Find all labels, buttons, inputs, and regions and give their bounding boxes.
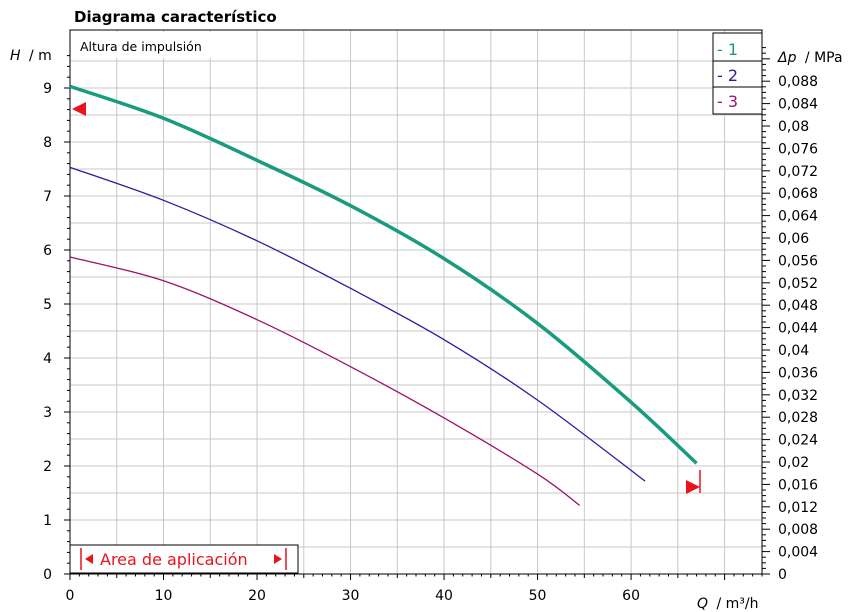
y-left-tick-label: 0: [43, 567, 52, 583]
application-area-label: Area de aplicación: [100, 550, 248, 569]
y-right-tick-label: 0,088: [778, 74, 818, 90]
y-right-tick-label: 0,044: [778, 321, 818, 337]
y-right-tick-label: 0,028: [778, 410, 818, 426]
series-line-3: [69, 256, 581, 506]
x-unit: / m³/h: [716, 596, 758, 612]
x-symbol: Q: [697, 596, 708, 612]
x-tick-label: 60: [622, 588, 640, 604]
y-right-tick-label: 0,004: [778, 545, 818, 561]
x-tick-label: 50: [529, 588, 547, 604]
legend-entry-2: - 2: [717, 66, 738, 85]
application-area-box: [69, 544, 299, 574]
y-left-tick-label: 5: [43, 297, 52, 313]
legend-entry-3: - 3: [717, 92, 738, 111]
y-right-tick-label: 0,036: [778, 365, 818, 381]
legend-entry-1: - 1: [717, 40, 738, 59]
y-right-tick-label: 0,068: [778, 186, 818, 202]
y-right-tick-label: 0,06: [778, 231, 809, 247]
y-right-tick-label: 0,016: [778, 477, 818, 493]
axes: 0 10 20 30 40 50 60 0 1 2 3 4 5 6 7 8 9 0 0,004 0,008 0,012 0…: [43, 29, 818, 604]
y-right-tick-label: 0,052: [778, 276, 818, 292]
series-line-2: [69, 166, 646, 482]
y-right-tick-label: 0,056: [778, 253, 818, 269]
y-right-tick-label: 0,064: [778, 209, 818, 225]
y-right-unit: / MPa: [805, 50, 843, 66]
x-axis-label: Q / m³/h: [697, 596, 759, 612]
legend: - 1 - 2 - 3: [712, 32, 763, 115]
application-area-right-arrow-icon: [274, 554, 282, 564]
y-right-tick-label: 0,012: [778, 500, 818, 516]
y-left-tick-label: 6: [43, 243, 52, 259]
max-head-marker-icon: [72, 102, 86, 116]
y-right-tick-label: 0: [778, 567, 787, 583]
y-axis-right-label: Δp / MPa: [777, 50, 843, 66]
y-left-tick-label: 7: [43, 189, 52, 205]
y-left-tick-label: 3: [43, 405, 52, 421]
y-right-tick-label: 0,008: [778, 522, 818, 538]
y-right-tick-label: 0,024: [778, 433, 818, 449]
grid: [70, 30, 762, 574]
series-group: [69, 84, 698, 506]
y-right-tick-label: 0,084: [778, 97, 818, 113]
legend-box: [712, 32, 763, 115]
y-right-symbol: Δp: [777, 50, 797, 66]
y-left-tick-label: 8: [43, 135, 52, 151]
x-tick-label: 10: [155, 588, 173, 604]
max-flow-marker-icon: [686, 480, 700, 494]
series-line-1: [69, 84, 698, 465]
y-right-tick-label: 0,048: [778, 298, 818, 314]
y-left-unit: / m: [29, 48, 52, 64]
plot-frame: [69, 29, 763, 575]
plot-label: Altura de impulsión: [80, 39, 202, 54]
chart-title: Diagrama característico: [74, 8, 277, 26]
y-axis-left-label: H / m: [10, 48, 52, 64]
y-left-symbol: H: [10, 48, 21, 64]
y-left-tick-label: 2: [43, 459, 52, 475]
y-right-tick-label: 0,08: [778, 119, 809, 135]
y-right-tick-label: 0,076: [778, 141, 818, 157]
y-left-tick-label: 1: [43, 513, 52, 529]
x-tick-label: 40: [435, 588, 453, 604]
plot-label-bg: [72, 32, 242, 58]
application-area: Area de aplicación: [69, 544, 299, 574]
y-left-tick-label: 9: [43, 81, 52, 97]
y-right-tick-label: 0,04: [778, 343, 809, 359]
x-tick-label: 20: [248, 588, 266, 604]
y-right-tick-label: 0,02: [778, 455, 809, 471]
y-right-tick-label: 0,032: [778, 388, 818, 404]
application-area-left-arrow-icon: [85, 554, 93, 564]
x-tick-label: 0: [66, 588, 75, 604]
y-right-tick-label: 0,072: [778, 164, 818, 180]
y-left-tick-label: 4: [43, 351, 52, 367]
x-tick-label: 30: [342, 588, 360, 604]
